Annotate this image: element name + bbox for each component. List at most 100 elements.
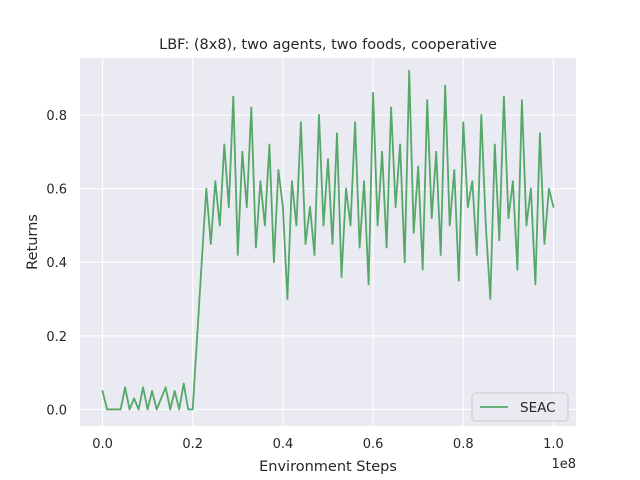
data-point — [462, 121, 465, 124]
x-tick-label: 0.6 — [363, 437, 384, 452]
data-point — [521, 99, 523, 102]
data-point — [548, 187, 550, 190]
data-point — [101, 390, 104, 392]
data-point — [412, 231, 415, 234]
x-tick-label: 0.0 — [92, 437, 113, 452]
data-point — [196, 334, 199, 337]
series-layer — [101, 70, 555, 411]
data-point — [327, 158, 329, 161]
data-point — [534, 283, 537, 286]
data-point — [417, 165, 420, 168]
y-axis-label: Returns — [25, 214, 41, 270]
data-point — [503, 95, 505, 98]
data-point — [191, 408, 194, 411]
tick-labels: 0.0 0.2 0.4 0.6 0.8 1.0 0.0 0.2 0.4 0.6 0.8 — [46, 109, 563, 452]
data-point — [349, 224, 352, 227]
data-point — [354, 121, 356, 124]
data-point — [507, 217, 510, 220]
data-point — [512, 180, 514, 183]
data-point — [160, 397, 163, 400]
data-point — [209, 242, 212, 245]
data-point — [245, 206, 248, 208]
data-point — [200, 261, 203, 264]
legend: SEAC — [471, 392, 569, 422]
y-tick-label: 0.0 — [46, 403, 67, 418]
data-point — [372, 92, 374, 94]
data-point — [484, 224, 487, 227]
y-tick-label: 0.6 — [46, 183, 67, 198]
data-point — [146, 408, 149, 411]
data-point — [331, 242, 334, 245]
data-point — [300, 121, 302, 124]
data-point — [155, 408, 158, 411]
data-point — [471, 180, 474, 183]
data-point — [286, 298, 289, 300]
data-point — [367, 283, 370, 286]
data-point — [394, 206, 397, 208]
x-tick-label: 0.8 — [453, 437, 474, 452]
data-point — [489, 298, 492, 300]
data-point — [444, 84, 447, 87]
data-point — [543, 242, 546, 245]
data-point — [435, 150, 438, 153]
data-point — [498, 239, 501, 242]
data-point — [475, 254, 478, 256]
data-point — [466, 206, 469, 208]
legend-box — [471, 392, 569, 422]
x-axis-offset-label: 1e8 — [551, 457, 576, 472]
data-point — [318, 114, 320, 116]
data-point — [227, 206, 230, 208]
data-point — [187, 408, 190, 411]
data-point — [173, 390, 176, 392]
data-point — [322, 224, 325, 227]
plot-area — [80, 58, 576, 426]
data-point — [291, 180, 293, 183]
legend-label-seac: SEAC — [520, 400, 556, 416]
x-tick-label: 0.4 — [273, 437, 294, 452]
data-point — [525, 224, 528, 227]
data-point — [381, 150, 383, 153]
x-tick-label: 1.0 — [543, 437, 564, 452]
data-point — [264, 224, 266, 227]
data-point — [268, 143, 271, 146]
data-point — [133, 397, 136, 400]
data-point — [142, 386, 145, 389]
data-point — [119, 408, 122, 411]
data-point — [151, 390, 154, 392]
data-point — [277, 169, 280, 172]
data-point — [493, 143, 496, 146]
data-point — [232, 95, 235, 98]
data-point — [106, 408, 108, 411]
data-point — [182, 382, 185, 385]
data-point — [399, 143, 401, 146]
data-point — [236, 254, 239, 256]
data-point — [390, 106, 392, 109]
data-point — [336, 132, 338, 135]
data-point — [169, 408, 172, 411]
data-point — [313, 254, 316, 256]
data-point — [124, 386, 126, 389]
x-axis-label: Environment Steps — [259, 459, 397, 475]
data-point — [403, 261, 406, 264]
y-tick-label: 0.4 — [46, 256, 67, 271]
data-point — [304, 242, 307, 245]
data-point — [516, 268, 519, 271]
data-point — [552, 206, 555, 208]
data-point — [128, 408, 131, 411]
y-tick-label: 0.2 — [46, 330, 67, 345]
data-point — [282, 206, 284, 208]
data-point — [358, 246, 361, 249]
data-point — [241, 150, 244, 153]
data-point — [408, 70, 411, 72]
data-point — [273, 261, 275, 264]
data-point — [178, 408, 181, 411]
data-point — [110, 408, 113, 411]
data-point — [309, 206, 311, 208]
data-point — [340, 276, 343, 278]
chart-title: LBF: (8x8), two agents, two foods, coope… — [159, 37, 497, 53]
data-point — [426, 99, 429, 102]
data-point — [385, 246, 388, 249]
data-point — [457, 279, 460, 282]
data-point — [530, 187, 532, 190]
